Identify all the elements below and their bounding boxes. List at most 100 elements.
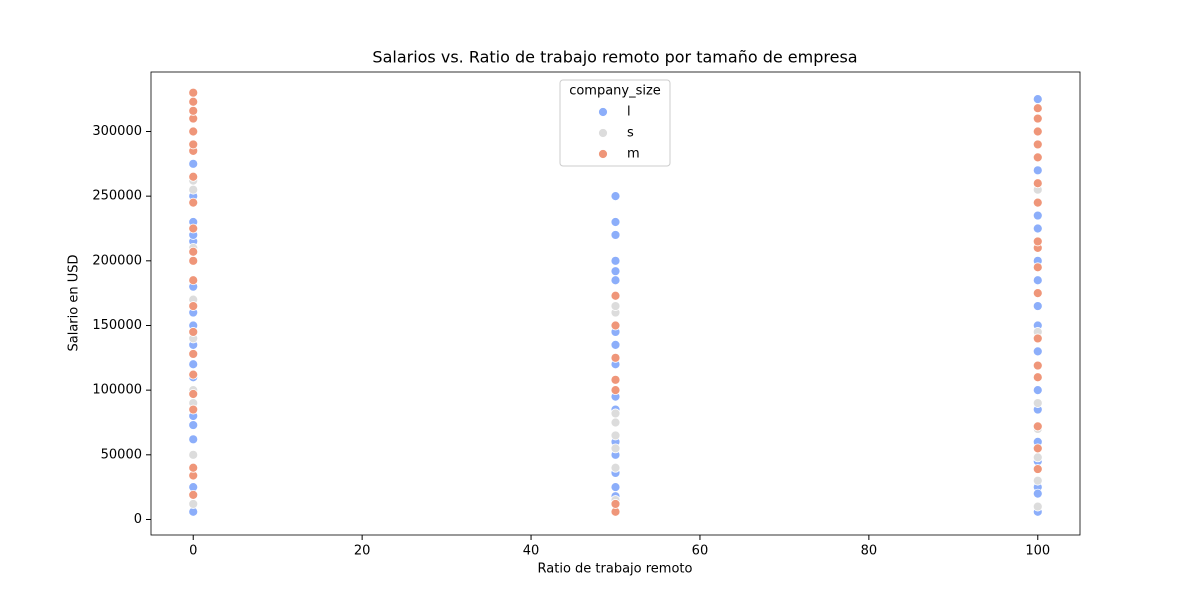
point [1032,139,1043,150]
point [1032,165,1043,176]
point [1032,301,1043,311]
x-tick-label: 40 [523,544,540,559]
point [188,301,199,311]
point [188,96,199,107]
y-tick-label: 150000 [92,318,142,333]
point [1032,360,1043,371]
point [188,171,199,182]
plot-area [188,87,1043,517]
point [610,417,621,428]
point [610,275,621,286]
point [188,434,199,445]
y-axis-label: Salario en USD [67,255,82,352]
point [1032,346,1043,357]
legend-label: m [627,147,640,162]
point [188,105,199,116]
point [1032,464,1043,474]
point [188,349,199,359]
point [1032,275,1043,286]
point [188,184,199,195]
point [1032,421,1043,432]
y-tick-label: 300000 [92,124,142,139]
legend-marker [598,107,608,117]
x-axis-label: Ratio de trabajo remoto [538,562,693,577]
legend-label: l [627,105,631,120]
point [188,327,199,337]
point [610,352,621,363]
point [1032,333,1043,344]
point [1032,262,1043,273]
point [610,374,621,385]
x-tick-label: 20 [354,544,371,559]
point [1032,126,1043,137]
point [1032,113,1043,124]
point [188,126,199,137]
point [188,420,199,430]
point [610,290,621,301]
x-tick-label: 80 [861,544,878,559]
point [1032,210,1043,221]
legend-label: s [627,126,634,141]
point [1032,398,1043,408]
point [188,275,199,286]
legend-marker [598,128,608,138]
point [188,255,199,266]
point [1032,288,1043,299]
point [188,223,199,234]
point [188,389,199,399]
point [1032,475,1043,486]
y-tick-label: 0 [134,512,142,527]
chart-title: Salarios vs. Ratio de trabajo remoto por… [372,48,857,67]
point [1032,236,1043,247]
point [188,490,199,500]
x-tick-label: 0 [189,544,197,559]
point [188,246,199,257]
point [610,320,621,331]
point [188,369,199,380]
point [188,462,199,473]
point [1032,178,1043,189]
legend-box [559,79,671,167]
legend: company_size lsm [559,79,671,167]
point [1032,197,1043,208]
y-tick-label: 50000 [101,447,142,462]
point [1032,488,1043,499]
point [610,462,621,473]
point [610,443,621,454]
point [1032,501,1043,512]
point [188,499,199,509]
point [610,191,621,202]
point [188,404,199,415]
point [1032,443,1043,454]
point [1032,103,1043,114]
point [610,255,621,266]
point [610,339,621,350]
point [1032,152,1043,163]
point [610,301,621,311]
point [188,197,199,208]
point [610,230,621,240]
point [188,87,199,98]
point [1032,385,1043,396]
y-tick-label: 100000 [92,383,142,398]
point [188,139,199,150]
point [1032,94,1043,105]
point [188,449,199,460]
point [1032,452,1043,463]
point [610,482,621,493]
point [1032,223,1043,234]
point [610,408,621,419]
point [610,430,621,441]
legend-title: company_size [569,84,661,99]
legend-marker [598,149,608,159]
point [610,217,621,227]
point [188,359,199,370]
x-tick-label: 100 [1025,544,1050,559]
x-tick-label: 60 [692,544,709,559]
point [610,499,621,509]
y-tick-label: 250000 [92,189,142,204]
point [610,385,621,396]
point [610,266,621,277]
point [1032,372,1043,383]
